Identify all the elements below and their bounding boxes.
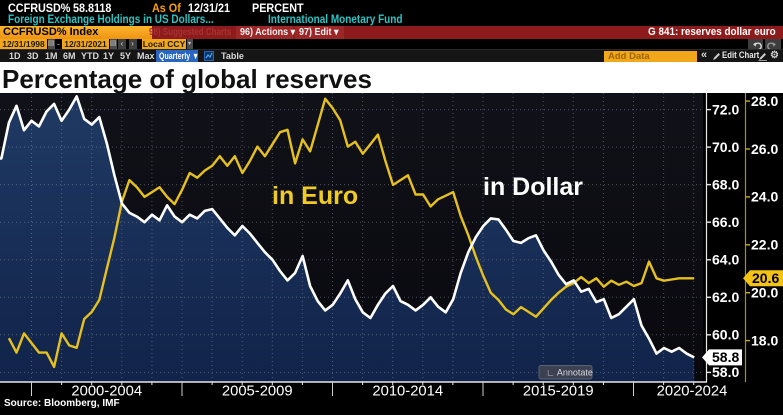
svg-text:64.0: 64.0 (712, 252, 739, 268)
svg-text:2020-2024: 2020-2024 (657, 384, 728, 400)
svg-text:24.0: 24.0 (751, 189, 778, 205)
svg-text:∟ Annotate: ∟ Annotate (546, 368, 593, 378)
svg-text:72.0: 72.0 (712, 101, 739, 117)
svg-text:66.0: 66.0 (712, 214, 739, 230)
svg-text:70.0: 70.0 (712, 139, 739, 155)
svg-text:2010-2014: 2010-2014 (372, 384, 443, 400)
svg-text:2000-2004: 2000-2004 (71, 384, 142, 400)
svg-text:20.6: 20.6 (752, 270, 779, 286)
svg-text:28.0: 28.0 (751, 93, 778, 109)
svg-text:26.0: 26.0 (751, 141, 778, 157)
svg-text:68.0: 68.0 (712, 176, 739, 192)
svg-text:in Dollar: in Dollar (483, 173, 583, 201)
svg-text:18.0: 18.0 (751, 332, 778, 348)
svg-text:62.0: 62.0 (712, 289, 739, 305)
svg-text:22.0: 22.0 (751, 237, 778, 253)
svg-text:58.8: 58.8 (712, 349, 739, 365)
svg-text:20.0: 20.0 (751, 285, 778, 301)
svg-text:in Euro: in Euro (272, 182, 358, 210)
svg-text:58.0: 58.0 (712, 364, 739, 380)
svg-text:2015-2019: 2015-2019 (523, 384, 594, 400)
svg-text:60.0: 60.0 (712, 327, 739, 343)
svg-text:2005-2009: 2005-2009 (222, 384, 293, 400)
